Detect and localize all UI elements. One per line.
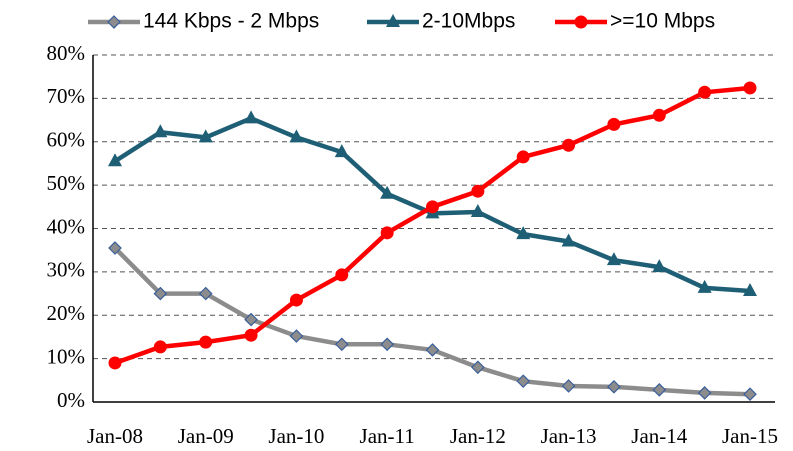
series-line	[114, 85, 751, 366]
marker	[743, 387, 757, 402]
legend-label: >=10 Mbps	[610, 10, 715, 33]
marker	[697, 279, 712, 293]
x-tick-label: Jan-12	[450, 424, 506, 448]
marker	[153, 286, 168, 301]
marker	[652, 383, 667, 397]
marker	[471, 184, 485, 198]
marker	[470, 204, 485, 218]
marker	[244, 110, 259, 124]
marker	[743, 81, 757, 95]
marker	[562, 138, 576, 152]
y-tick-label: 10%	[47, 344, 86, 368]
marker	[335, 268, 349, 282]
marker	[561, 379, 576, 393]
marker	[471, 360, 485, 375]
legend-label: 144 Kbps - 2 Mbps	[143, 10, 319, 33]
y-tick-label: 20%	[47, 301, 86, 325]
marker	[289, 293, 303, 307]
marker	[289, 329, 304, 343]
x-tick-label: Jan-11	[360, 424, 415, 448]
marker	[199, 335, 213, 349]
marker	[606, 252, 621, 266]
marker	[244, 312, 258, 327]
marker	[334, 337, 349, 352]
marker	[198, 286, 213, 301]
x-tick-label: Jan-15	[722, 424, 778, 448]
x-tick-label: Jan-09	[178, 424, 234, 448]
marker	[574, 15, 588, 29]
marker	[743, 282, 757, 296]
marker	[386, 14, 400, 27]
marker	[516, 150, 530, 164]
y-tick-label: 80%	[47, 41, 86, 65]
marker	[153, 340, 167, 354]
y-tick-label: 50%	[47, 171, 86, 195]
x-tick-label: Jan-14	[631, 424, 687, 448]
marker	[652, 259, 667, 273]
marker	[153, 124, 168, 138]
legend-label: 2-10Mbps	[422, 10, 515, 33]
marker	[516, 374, 531, 389]
marker	[607, 117, 621, 131]
marker	[561, 233, 576, 247]
marker	[697, 386, 712, 400]
marker	[289, 129, 304, 143]
marker	[425, 343, 440, 357]
y-tick-label: 60%	[47, 128, 86, 152]
marker	[334, 144, 349, 158]
x-tick-label: Jan-10	[268, 424, 324, 448]
marker	[380, 337, 394, 352]
y-tick-label: 70%	[47, 84, 86, 108]
marker	[380, 185, 395, 199]
x-tick-label: Jan-13	[541, 424, 597, 448]
marker	[652, 108, 666, 122]
marker	[108, 356, 122, 370]
marker	[426, 200, 439, 214]
y-tick-label: 0%	[57, 388, 85, 412]
marker	[107, 15, 121, 29]
y-tick-label: 40%	[47, 214, 86, 238]
marker	[244, 328, 258, 342]
marker	[516, 226, 531, 240]
marker	[380, 226, 394, 240]
marker	[698, 85, 712, 99]
marker	[108, 153, 122, 167]
marker	[198, 129, 213, 143]
x-tick-label: Jan-08	[87, 424, 143, 448]
marker	[607, 379, 621, 394]
y-tick-label: 30%	[47, 258, 86, 282]
marker	[108, 241, 122, 255]
